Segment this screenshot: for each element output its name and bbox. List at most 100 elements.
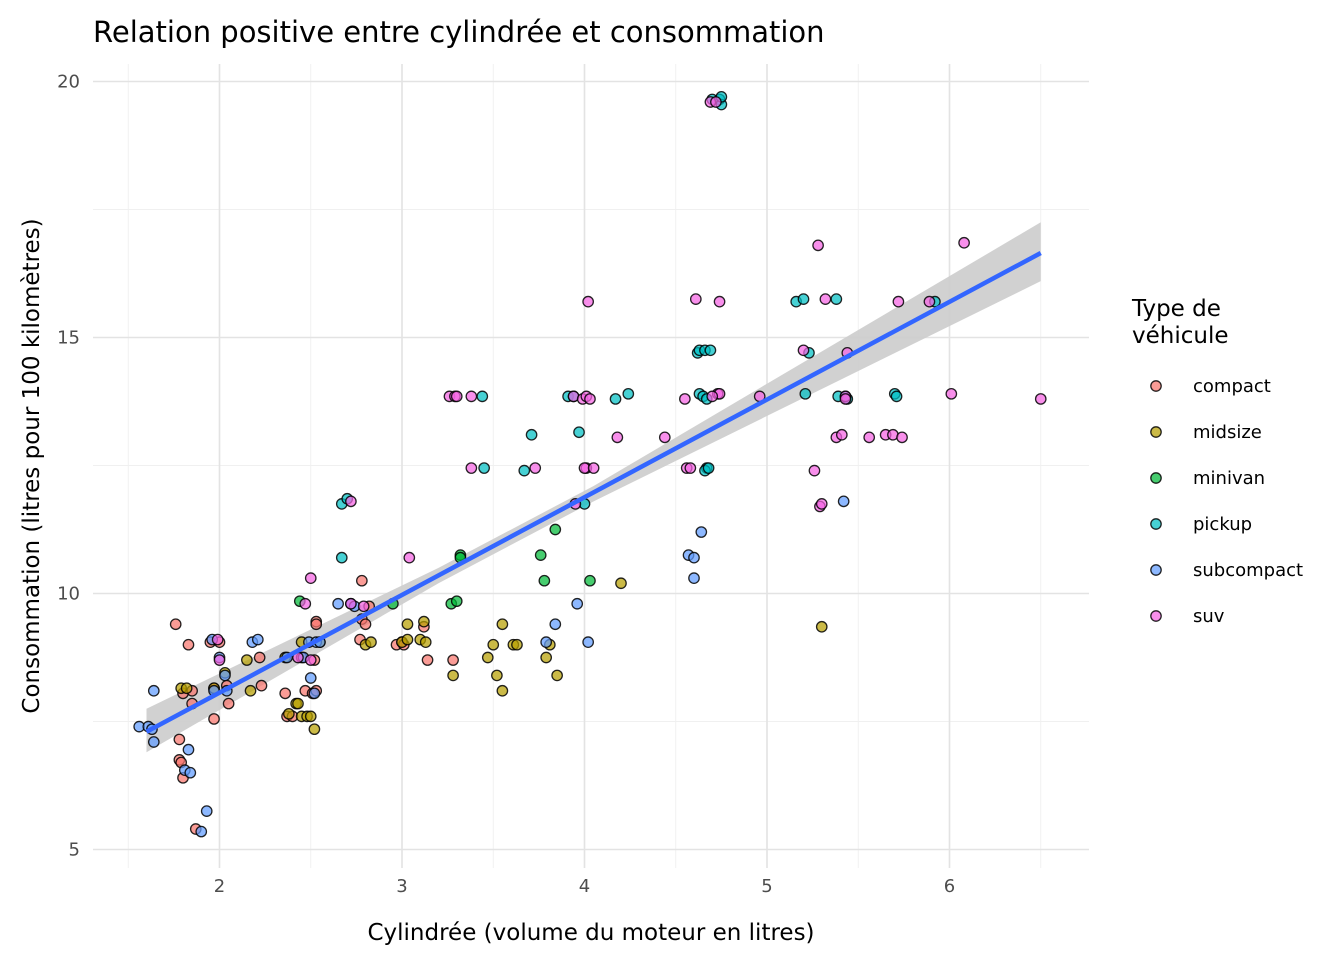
- data-point: [812, 239, 824, 252]
- data-point: [465, 462, 478, 474]
- data-point: [688, 551, 700, 564]
- data-point: [310, 618, 323, 631]
- data-point: [418, 615, 430, 628]
- legend-label: compact: [1193, 376, 1271, 397]
- data-point: [837, 495, 850, 508]
- data-point: [304, 710, 317, 723]
- legend-item-pickup: pickup: [1150, 514, 1252, 535]
- chart-title: Relation positive entre cylindrée et con…: [93, 15, 825, 49]
- y-tick-label: 15: [57, 328, 80, 349]
- data-point: [890, 390, 903, 403]
- data-point: [584, 393, 596, 405]
- data-point: [704, 344, 717, 357]
- data-point: [208, 713, 220, 725]
- data-point: [808, 464, 821, 477]
- legend-item-compact: compact: [1150, 376, 1271, 397]
- data-point: [219, 669, 231, 682]
- data-point: [896, 431, 908, 444]
- data-point: [491, 669, 503, 682]
- data-point: [447, 669, 459, 682]
- data-point: [815, 620, 828, 633]
- data-point: [835, 428, 848, 441]
- legend-swatch: [1150, 518, 1162, 530]
- legend-item-subcompact: subcompact: [1150, 560, 1303, 581]
- data-point: [615, 577, 627, 590]
- data-point: [279, 687, 292, 700]
- data-point: [401, 633, 414, 646]
- data-point: [182, 638, 195, 651]
- legend-item-midsize: midsize: [1150, 422, 1262, 443]
- data-point: [200, 805, 213, 817]
- legend-item-minivan: minivan: [1150, 468, 1265, 489]
- trend-line: [145, 251, 1042, 734]
- data-point: [525, 428, 538, 441]
- regression-line: [145, 251, 1042, 734]
- data-point: [299, 597, 312, 610]
- data-point: [839, 393, 852, 405]
- data-point: [695, 526, 708, 538]
- data-point: [169, 618, 182, 631]
- data-point: [540, 636, 553, 648]
- data-point: [357, 600, 370, 613]
- data-point: [819, 293, 832, 305]
- data-point: [147, 684, 160, 697]
- data-point: [706, 390, 719, 403]
- data-point: [958, 236, 970, 249]
- x-tick-label: 3: [396, 876, 407, 897]
- data-point: [582, 295, 595, 308]
- data-point: [582, 636, 595, 648]
- data-point: [251, 633, 264, 646]
- major-gridlines: [93, 64, 1089, 868]
- data-point: [213, 654, 226, 666]
- y-axis-tick-labels: 5 10 15 20: [57, 72, 80, 861]
- data-point: [222, 697, 235, 710]
- data-point: [688, 572, 700, 584]
- data-point: [447, 654, 459, 666]
- data-point: [241, 654, 253, 666]
- legend-swatch: [1150, 472, 1162, 484]
- data-point: [282, 707, 295, 720]
- x-axis-tick-labels: 2 3 4 5 6: [214, 876, 955, 897]
- legend-label: subcompact: [1193, 560, 1303, 581]
- x-tick-label: 4: [579, 876, 590, 897]
- data-point: [679, 393, 691, 405]
- data-point: [465, 390, 478, 403]
- minor-gridlines: [93, 64, 1089, 868]
- data-point: [587, 462, 600, 474]
- data-point: [355, 574, 368, 587]
- data-point: [702, 462, 715, 474]
- legend-label: midsize: [1193, 422, 1262, 443]
- data-point: [173, 733, 186, 746]
- legend: Type de véhicule compact midsize minivan pi…: [1131, 296, 1303, 627]
- data-point: [332, 597, 344, 610]
- data-point: [255, 679, 268, 692]
- data-point: [571, 597, 584, 610]
- data-point: [713, 295, 726, 308]
- data-point: [863, 431, 876, 444]
- data-point: [797, 293, 810, 305]
- legend-items: compact midsize minivan pickup subcompact suv: [1150, 376, 1303, 627]
- legend-label: suv: [1193, 606, 1225, 627]
- data-point: [304, 672, 317, 684]
- data-point: [481, 651, 494, 664]
- data-point: [335, 551, 348, 564]
- data-point: [180, 682, 193, 695]
- data-point: [244, 684, 257, 697]
- data-point: [538, 574, 551, 587]
- data-point: [476, 390, 489, 403]
- legend-label: pickup: [1193, 514, 1252, 535]
- data-point: [450, 390, 463, 403]
- data-point: [551, 669, 563, 682]
- data-point: [815, 498, 828, 510]
- legend-title-line-2: véhicule: [1132, 323, 1229, 349]
- x-axis-title: Cylindrée (volume du moteur en litres): [367, 920, 814, 946]
- y-axis-title: Consommation (litres pour 100 kilomètres…: [19, 218, 45, 713]
- data-point: [419, 636, 432, 648]
- data-point: [359, 618, 372, 631]
- series-minivan: [293, 523, 596, 610]
- data-point: [345, 597, 357, 610]
- legend-swatch: [1150, 380, 1162, 392]
- data-point: [584, 574, 596, 587]
- data-point: [195, 825, 208, 838]
- data-point: [478, 462, 490, 474]
